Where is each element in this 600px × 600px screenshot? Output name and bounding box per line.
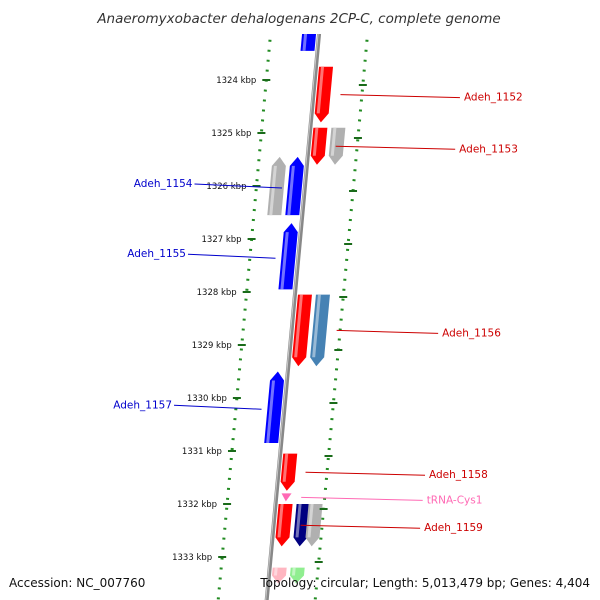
gene-17-shine xyxy=(291,567,296,576)
adeh-1152-gene-body xyxy=(314,66,334,123)
gene-8-shine xyxy=(294,294,303,358)
adeh-1155-gene-shine xyxy=(280,232,289,290)
adeh-1159-gene-shine xyxy=(277,504,284,538)
adeh-1153-gene-leader xyxy=(335,145,456,150)
adeh-1155-gene-label: Adeh_1155 xyxy=(127,248,186,260)
tick-label-1327: 1327 kbp xyxy=(202,235,242,245)
adeh-1155-gene xyxy=(278,223,298,290)
adeh-1152-gene-label: Adeh_1152 xyxy=(464,92,523,104)
right-dotted-track xyxy=(313,0,373,600)
gene-5-shine xyxy=(269,165,277,216)
adeh-1155-gene-leader xyxy=(187,253,276,259)
adeh-1156-gene-leader xyxy=(336,329,439,334)
adeh-1157-gene-leader xyxy=(174,404,262,410)
gene-5 xyxy=(267,156,286,216)
genome-summary-text: Topology: circular; Length: 5,013,479 bp… xyxy=(259,576,590,590)
gene-17 xyxy=(289,567,305,584)
tick-label-1332: 1332 kbp xyxy=(177,500,217,510)
gene-14-shine xyxy=(295,504,302,538)
adeh-1159-gene-label: Adeh_1159 xyxy=(424,522,483,534)
gene-15-shine xyxy=(307,504,314,538)
tick-label-1330: 1330 kbp xyxy=(187,394,227,404)
feature-layer xyxy=(264,16,346,584)
gene-label-layer: Adeh_1152 Adeh_1153 Adeh_1154 Adeh_1155 Adeh… xyxy=(113,92,522,535)
tick-label-1331: 1331 kbp xyxy=(182,447,222,457)
adeh-1158-gene xyxy=(280,453,298,491)
track-layer xyxy=(216,0,373,600)
adeh-1154-gene-label: Adeh_1154 xyxy=(134,178,193,190)
adeh-1153-gene-body xyxy=(310,127,328,165)
trna-cys1-gene xyxy=(281,493,292,502)
tick-label-1325: 1325 kbp xyxy=(211,129,251,139)
adeh-1156-gene-label: Adeh_1156 xyxy=(442,327,501,339)
tick-label-1329: 1329 kbp xyxy=(192,341,232,351)
adeh-1156-gene-shine xyxy=(312,294,321,358)
accession-text: Accession: NC_007760 xyxy=(9,576,145,590)
adeh-1154-gene-leader xyxy=(194,183,283,189)
adeh-1158-gene-leader xyxy=(305,471,426,476)
trna-cys1-gene-leader xyxy=(301,496,423,501)
adeh-1157-gene-shine xyxy=(266,380,276,444)
genome-backbone-highlight xyxy=(265,0,322,600)
adeh-1158-gene-body xyxy=(280,453,298,491)
adeh-1153-gene xyxy=(310,127,328,165)
adeh-1159-gene-body xyxy=(275,504,293,547)
adeh-1152-gene xyxy=(314,66,334,123)
gene-16-shine xyxy=(273,567,278,576)
title-backdrop xyxy=(0,0,600,34)
adeh-1157-gene xyxy=(264,371,285,444)
adeh-1159-gene-leader xyxy=(300,524,421,529)
adeh-1152-gene-leader xyxy=(340,94,460,99)
tick-label-1326: 1326 kbp xyxy=(206,182,246,192)
gene-5-body xyxy=(267,156,286,216)
adeh-1153-gene-label: Adeh_1153 xyxy=(459,143,518,155)
trna-cys1-gene-label: tRNA-Cys1 xyxy=(427,494,483,506)
gene-8 xyxy=(292,294,312,367)
adeh-1156-gene xyxy=(310,294,330,367)
adeh-1157-gene-label: Adeh_1157 xyxy=(113,399,172,411)
adeh-1153-gene-shine xyxy=(312,127,319,156)
adeh-1158-gene-shine xyxy=(282,453,289,482)
gene-4-shine xyxy=(330,127,337,156)
adeh-1154-gene-body xyxy=(285,156,304,216)
tick-label-1324: 1324 kbp xyxy=(216,76,256,86)
tick-label-1333: 1333 kbp xyxy=(172,553,212,563)
gene-16 xyxy=(271,567,287,584)
adeh-1154-gene xyxy=(285,156,304,216)
adeh-1154-gene-shine xyxy=(287,165,295,216)
tick-label-1328: 1328 kbp xyxy=(197,288,237,298)
map-title: Anaeromyxobacter dehalogenans 2CP-C, com… xyxy=(96,11,500,27)
genome-backbone xyxy=(264,0,325,600)
adeh-1152-gene-shine xyxy=(316,66,325,114)
adeh-1158-gene-label: Adeh_1158 xyxy=(429,469,488,481)
left-dotted-track xyxy=(216,0,276,600)
adeh-1159-gene xyxy=(275,504,293,547)
trna-cys1-gene-body xyxy=(281,493,292,502)
